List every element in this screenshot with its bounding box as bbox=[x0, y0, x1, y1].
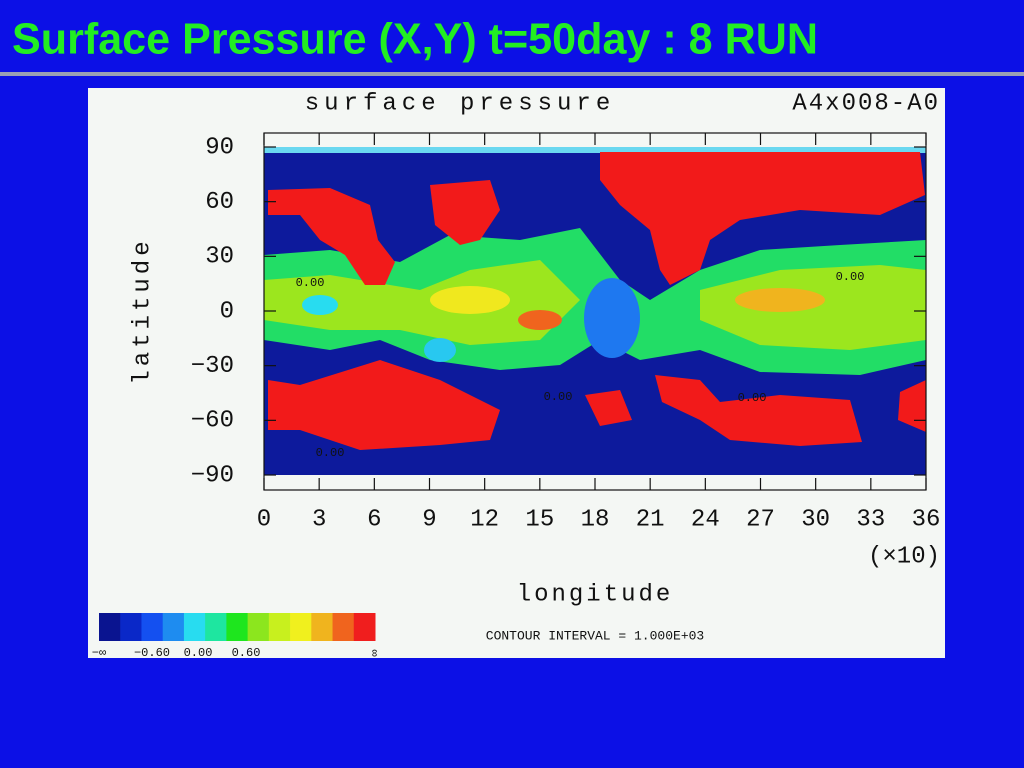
y-tick-label: 0 bbox=[220, 298, 234, 325]
plot-title: surface pressure bbox=[305, 90, 615, 117]
colorbar-swatch bbox=[332, 613, 355, 641]
field-region bbox=[518, 310, 562, 330]
y-tick-label: 30 bbox=[205, 244, 234, 271]
colorbar-swatch bbox=[353, 613, 376, 641]
run-id: A4x008-A0 bbox=[792, 90, 940, 117]
colorbar-swatch bbox=[268, 613, 291, 641]
field-region bbox=[655, 375, 862, 446]
x-tick-label: 21 bbox=[636, 506, 665, 533]
colorbar-label: ∞ bbox=[368, 649, 382, 656]
colorbar-label: 0.60 bbox=[232, 646, 261, 660]
contour-label: 0.00 bbox=[836, 270, 865, 284]
x-tick-label: 3 bbox=[312, 506, 326, 533]
field-region bbox=[585, 390, 632, 426]
colorbar-swatch bbox=[311, 613, 334, 641]
y-tick-label: −90 bbox=[191, 462, 234, 489]
colorbar-swatch bbox=[99, 613, 121, 641]
colorbar-label: 0.00 bbox=[184, 646, 213, 660]
x-tick-label: 24 bbox=[691, 506, 720, 533]
field-cap bbox=[264, 147, 926, 153]
colorbar-label: −∞ bbox=[92, 646, 106, 660]
x-tick-label: 0 bbox=[257, 506, 271, 533]
field-region bbox=[735, 288, 825, 312]
x-tick-label: 33 bbox=[856, 506, 885, 533]
field bbox=[264, 147, 926, 475]
field-region bbox=[264, 260, 580, 345]
field-region bbox=[302, 295, 338, 315]
y-tick-label: −30 bbox=[191, 353, 234, 380]
contour-label: 0.00 bbox=[296, 276, 325, 290]
y-tick-label: 90 bbox=[205, 134, 234, 161]
colorbar-swatch bbox=[183, 613, 206, 641]
field-region bbox=[424, 338, 456, 362]
contour-interval: CONTOUR INTERVAL = 1.000E+03 bbox=[486, 628, 704, 643]
field-region bbox=[430, 286, 510, 314]
x-tick-label: 15 bbox=[525, 506, 554, 533]
colorbar-swatch bbox=[205, 613, 227, 641]
y-tick-label: 60 bbox=[205, 189, 234, 216]
colorbar-swatch bbox=[226, 613, 249, 641]
colorbar-swatch bbox=[141, 613, 164, 641]
field-region bbox=[584, 278, 640, 358]
slide-title: Surface Pressure (X,Y) t=50day : 8 RUN bbox=[12, 15, 818, 64]
colorbar-swatch bbox=[162, 613, 185, 641]
colorbar-swatch bbox=[120, 613, 142, 641]
y-axis-label: latitude bbox=[129, 237, 156, 384]
contour-label: 0.00 bbox=[544, 390, 573, 404]
x-tick-label: 27 bbox=[746, 506, 775, 533]
x-axis-label: longitude bbox=[517, 581, 674, 608]
colorbar-swatch bbox=[247, 613, 270, 641]
field-region bbox=[268, 188, 395, 285]
x-tick-label: 12 bbox=[470, 506, 499, 533]
field-region bbox=[600, 152, 925, 285]
x-tick-label: 9 bbox=[422, 506, 436, 533]
x-tick-label: 18 bbox=[581, 506, 610, 533]
title-rule bbox=[0, 72, 1024, 76]
field-region bbox=[430, 180, 500, 245]
contour-label: 0.00 bbox=[738, 391, 767, 405]
colorbar-swatch bbox=[290, 613, 312, 641]
contour-label: 0.00 bbox=[316, 446, 345, 460]
colorbar-label: −0.60 bbox=[134, 646, 170, 660]
y-tick-label: −60 bbox=[191, 408, 234, 435]
field-region bbox=[898, 380, 926, 432]
x-tick-label: 6 bbox=[367, 506, 381, 533]
x-multiplier: (×10) bbox=[868, 543, 940, 570]
x-tick-label: 36 bbox=[912, 506, 941, 533]
field-region bbox=[268, 360, 500, 450]
x-tick-label: 30 bbox=[801, 506, 830, 533]
